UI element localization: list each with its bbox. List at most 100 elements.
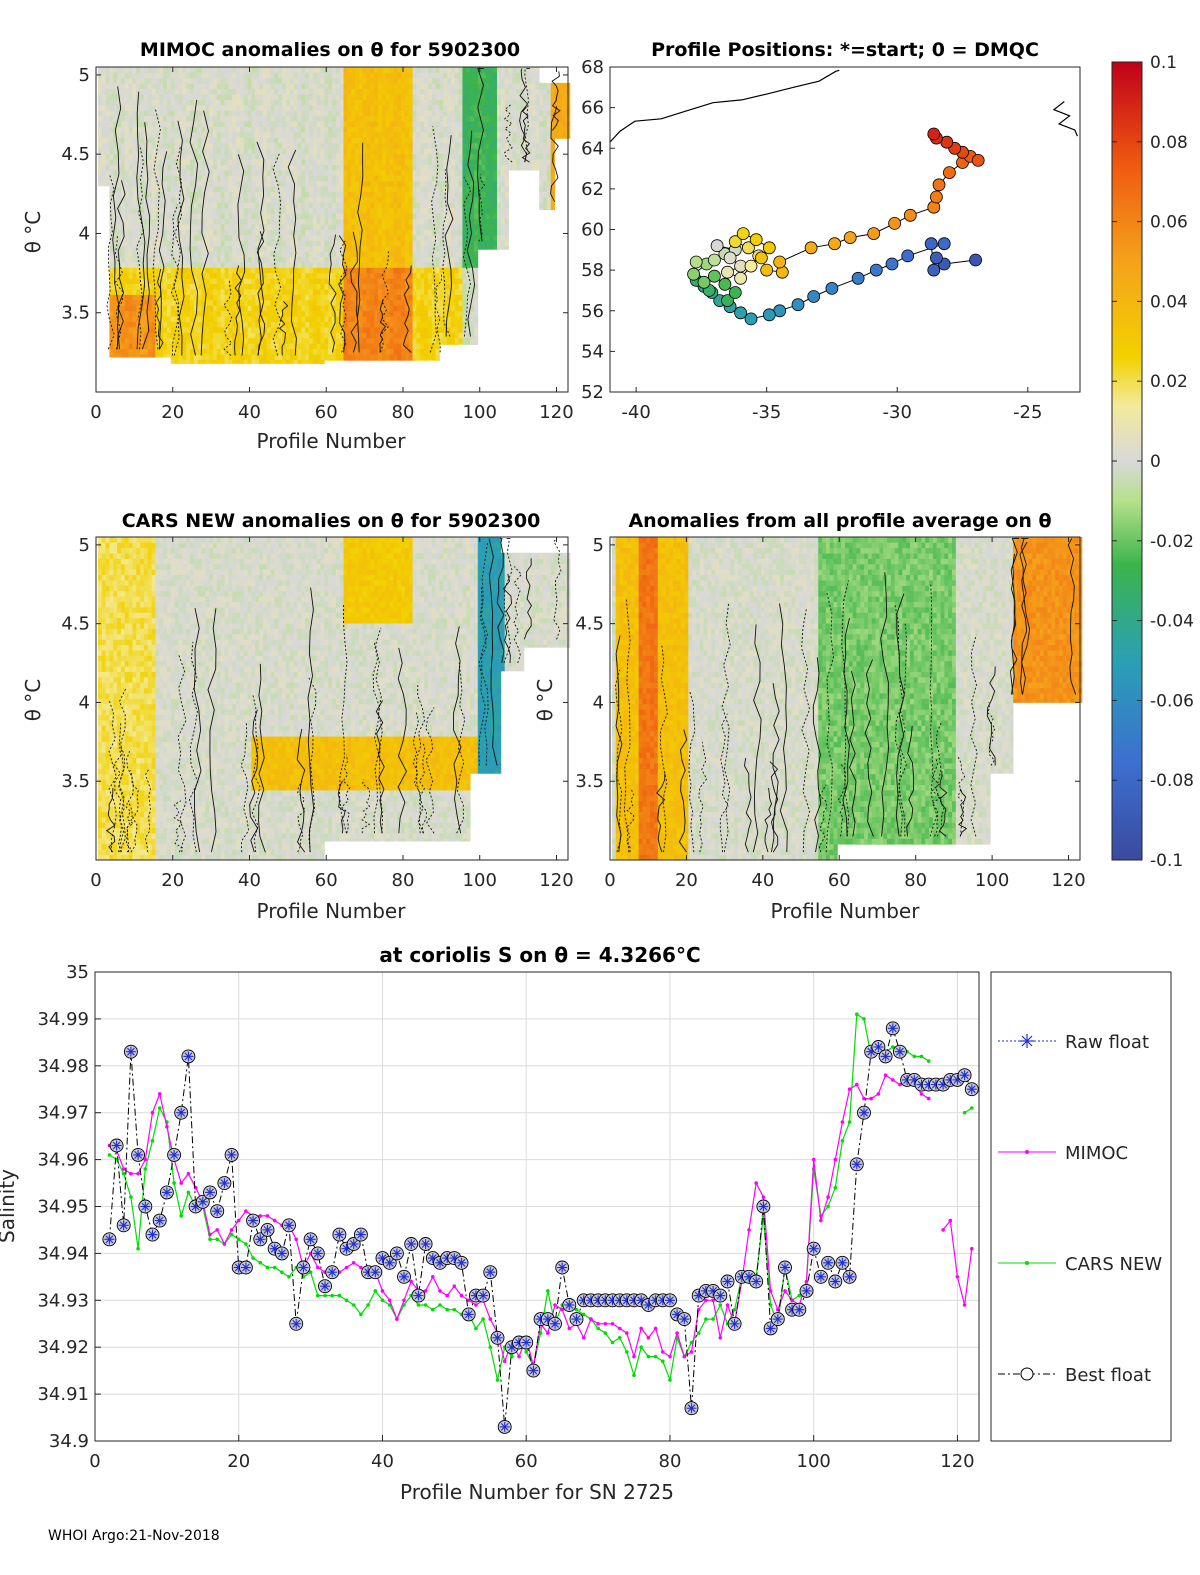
heatmap-cell	[129, 338, 133, 344]
heatmap-cell	[148, 311, 152, 317]
heatmap-cell	[109, 154, 113, 160]
heatmap-cell	[163, 354, 167, 357]
heatmap-cell	[163, 170, 167, 176]
heatmap-cell	[109, 257, 113, 263]
heatmap-cell	[194, 89, 198, 95]
heatmap-cell	[117, 154, 121, 160]
heatmap-cell	[186, 116, 190, 122]
heatmap-cell	[267, 322, 271, 328]
heatmap-cell	[98, 89, 102, 95]
heatmap-cell	[194, 338, 198, 344]
heatmap-cell	[259, 116, 263, 122]
heatmap-cell	[232, 257, 236, 263]
heatmap-cell	[140, 67, 144, 73]
heatmap-cell	[221, 327, 225, 333]
heatmap-cell	[267, 257, 271, 263]
heatmap-cell	[106, 181, 110, 187]
heatmap-cell	[263, 235, 267, 241]
heatmap-cell	[202, 246, 206, 252]
heatmap-cell	[159, 137, 163, 143]
heatmap-cell	[167, 311, 171, 317]
heatmap-cell	[263, 105, 267, 111]
heatmap-cell	[202, 175, 206, 181]
heatmap-cell	[125, 262, 129, 268]
heatmap-cell	[244, 83, 248, 89]
heatmap-cell	[144, 327, 148, 333]
heatmap-cell	[209, 295, 213, 301]
heatmap-cell	[213, 143, 217, 149]
heatmap-cell	[274, 143, 278, 149]
heatmap-cell	[251, 273, 255, 279]
heatmap-cell	[263, 132, 267, 138]
heatmap-cell	[148, 94, 152, 100]
heatmap-cell	[182, 354, 186, 360]
heatmap-cell	[213, 338, 217, 344]
heatmap-cell	[167, 105, 171, 111]
heatmap-cell	[117, 251, 121, 257]
heatmap-cell	[155, 202, 159, 208]
heatmap-cell	[259, 360, 263, 364]
heatmap-cell	[125, 305, 129, 311]
heatmap-cell	[136, 219, 140, 225]
heatmap-cell	[271, 159, 275, 165]
heatmap-cell	[140, 72, 144, 78]
heatmap-cell	[155, 219, 159, 225]
heatmap-cell	[213, 121, 217, 127]
heatmap-cell	[221, 305, 225, 311]
heatmap-cell	[182, 338, 186, 344]
heatmap-cell	[155, 159, 159, 165]
heatmap-cell	[129, 208, 133, 214]
heatmap-cell	[152, 338, 156, 344]
heatmap-cell	[244, 137, 248, 143]
heatmap-cell	[232, 224, 236, 230]
heatmap-cell	[202, 251, 206, 257]
heatmap-cell	[152, 116, 156, 122]
heatmap-cell	[125, 197, 129, 203]
heatmap-cell	[106, 159, 110, 165]
heatmap-cell	[117, 192, 121, 198]
heatmap-cell	[129, 235, 133, 241]
heatmap-cell	[213, 332, 217, 338]
heatmap-cell	[175, 338, 179, 344]
heatmap-cell	[225, 360, 229, 364]
heatmap-cell	[129, 240, 133, 246]
heatmap-cell	[248, 224, 252, 230]
heatmap-cell	[190, 154, 194, 160]
heatmap-cell	[244, 240, 248, 246]
heatmap-cell	[225, 89, 229, 95]
heatmap-cell	[228, 105, 232, 111]
heatmap-cell	[186, 354, 190, 360]
heatmap-cell	[240, 192, 244, 198]
heatmap-cell	[121, 94, 125, 100]
heatmap-cell	[274, 360, 278, 364]
heatmap-cell	[182, 327, 186, 333]
heatmap-cell	[232, 267, 236, 273]
heatmap-cell	[125, 170, 129, 176]
heatmap-cell	[148, 143, 152, 149]
heatmap-cell	[125, 257, 129, 263]
heatmap-cell	[236, 230, 240, 236]
heatmap-cell	[167, 137, 171, 143]
heatmap-cell	[186, 175, 190, 181]
heatmap-cell	[236, 349, 240, 355]
heatmap-cell	[267, 154, 271, 160]
heatmap-cell	[113, 83, 117, 89]
heatmap-cell	[106, 132, 110, 138]
heatmap-cell	[171, 159, 175, 165]
heatmap-cell	[129, 267, 133, 273]
heatmap-cell	[225, 219, 229, 225]
heatmap-cell	[221, 127, 225, 133]
heatmap-cell	[217, 192, 221, 198]
heatmap-cell	[251, 235, 255, 241]
heatmap-cell	[132, 116, 136, 122]
heatmap-cell	[152, 208, 156, 214]
heatmap-cell	[213, 360, 217, 364]
heatmap-cell	[109, 165, 113, 171]
heatmap-cell	[251, 67, 255, 73]
heatmap-cell	[148, 262, 152, 268]
heatmap-cell	[102, 83, 106, 89]
heatmap-cell	[98, 132, 102, 138]
heatmap-cell	[240, 360, 244, 364]
heatmap-cell	[255, 224, 259, 230]
heatmap-cell	[198, 67, 202, 73]
